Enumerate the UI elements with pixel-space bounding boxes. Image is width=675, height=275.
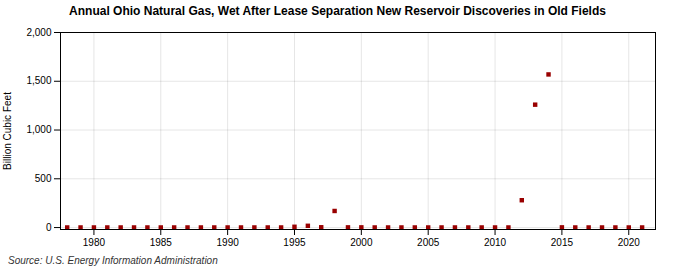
svg-text:2010: 2010	[484, 237, 507, 248]
svg-text:1985: 1985	[150, 237, 173, 248]
svg-text:2015: 2015	[551, 237, 574, 248]
svg-text:1980: 1980	[83, 237, 106, 248]
svg-text:2020: 2020	[618, 237, 641, 248]
svg-text:2000: 2000	[350, 237, 373, 248]
svg-text:1,000: 1,000	[26, 124, 51, 135]
svg-text:1990: 1990	[217, 237, 240, 248]
svg-text:2,000: 2,000	[26, 27, 51, 38]
svg-text:500: 500	[35, 173, 52, 184]
svg-text:0: 0	[46, 222, 52, 233]
svg-text:Billion Cubic Feet: Billion Cubic Feet	[2, 92, 13, 170]
html-text:Source: U.S. Energy Informatio: Source: U.S. Energy Information Administ…	[8, 255, 218, 266]
svg-text:1,500: 1,500	[26, 75, 51, 86]
html-text:Annual Ohio Natural Gas, Wet A: Annual Ohio Natural Gas, Wet After Lease…	[69, 4, 606, 18]
svg-text:2005: 2005	[417, 237, 440, 248]
svg-text:1995: 1995	[283, 237, 306, 248]
